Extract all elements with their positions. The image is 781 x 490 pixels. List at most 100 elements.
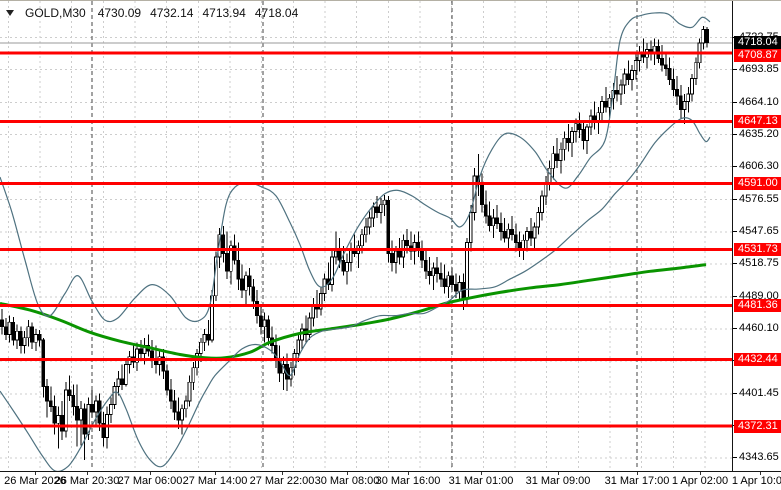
price-axis[interactable]: 4722.754693.854664.104635.204606.304576.…	[732, 1, 781, 471]
price-tick-label: 4547.65	[739, 225, 779, 238]
candle-bear	[251, 286, 256, 302]
time-tick-mark	[35, 472, 36, 475]
candle-bull	[22, 337, 27, 346]
candle-bull	[198, 341, 203, 354]
support-resistance-levels	[0, 51, 732, 428]
candle-bear	[60, 415, 64, 432]
candle-bear	[375, 206, 379, 213]
candle-bear	[480, 184, 484, 206]
price-tick-mark	[733, 231, 737, 233]
candle-bull	[536, 212, 541, 228]
candle-bear	[453, 284, 458, 292]
open-value: 4730.09	[97, 6, 142, 20]
candle-bull	[123, 364, 128, 385]
candle-bull	[63, 389, 68, 432]
price-tick-mark	[733, 263, 737, 265]
candle-bear	[71, 395, 76, 407]
time-axis[interactable]: 26 Mar 2026 26 Mar 20:30 27 Mar 06:00 27 Ma…	[0, 471, 781, 490]
price-tick-mark	[733, 102, 737, 104]
candle-bull	[307, 317, 312, 335]
current-price-badge: 4718.04	[734, 36, 781, 50]
candle-bull	[108, 403, 113, 415]
price-tick-label: 4693.85	[739, 63, 779, 76]
candle-bear	[337, 250, 342, 261]
candle-bear	[581, 128, 586, 141]
candle-bull	[607, 97, 612, 108]
candle-bear	[18, 330, 23, 346]
time-tick-mark	[700, 472, 701, 475]
bollinger-band-line	[0, 117, 711, 471]
candle-bull	[600, 101, 604, 114]
candle-bull	[633, 60, 638, 71]
candle-bear	[82, 408, 87, 435]
candle-bear	[52, 406, 57, 424]
price-tick-mark	[733, 69, 737, 71]
candle-bear	[603, 101, 608, 108]
candle-bull	[570, 131, 574, 144]
price-tick-label: 4606.30	[739, 160, 779, 173]
candle-bull	[371, 206, 376, 219]
candle-bull	[686, 93, 691, 103]
candle-bull	[15, 330, 19, 341]
candle-bear	[206, 334, 211, 341]
candle-bull	[348, 248, 353, 263]
candle-bull	[558, 148, 563, 161]
candle-bear	[498, 223, 503, 232]
time-tick-mark	[760, 472, 761, 475]
candle-bear	[258, 315, 263, 328]
candle-bull	[318, 293, 323, 310]
candle-bull	[618, 84, 623, 95]
candle-bear	[165, 370, 169, 391]
candle-bull	[573, 123, 578, 132]
price-level-badge: 4432.44	[734, 353, 781, 367]
candle-bear	[101, 422, 106, 439]
time-label: 1 Apr 10:00	[731, 475, 781, 487]
price-tick-mark	[733, 393, 737, 395]
candle-bear	[45, 386, 49, 402]
candle-bull	[262, 319, 267, 328]
price-tick-label: 4343.65	[739, 451, 779, 464]
candle-bull	[228, 245, 233, 272]
candle-bear	[566, 137, 571, 144]
price-plot[interactable]	[0, 1, 732, 471]
low-value: 4713.94	[202, 6, 246, 20]
candle-bull	[243, 275, 248, 291]
candle-bear	[255, 300, 259, 317]
candle-bear	[483, 204, 488, 217]
candle-bear	[236, 259, 241, 280]
indicators	[0, 12, 711, 471]
candle-bear	[138, 348, 143, 354]
candle-bull	[701, 29, 706, 44]
candle-bear	[427, 270, 432, 277]
price-tick-mark	[733, 328, 737, 330]
candle-bull	[56, 415, 61, 424]
candle-bear	[660, 57, 664, 66]
candle-bear	[225, 253, 229, 272]
time-tick-mark	[637, 472, 638, 475]
candle-bull	[690, 77, 694, 95]
time-label: 27 Mar 22:00	[249, 475, 315, 487]
chevron-down-icon[interactable]	[6, 10, 14, 16]
candle-bear	[626, 73, 631, 80]
candle-bear	[232, 245, 237, 261]
price-tick-mark	[733, 199, 737, 201]
candle-bear	[438, 273, 443, 280]
time-tick-mark	[150, 472, 151, 475]
candle-bear	[495, 217, 499, 225]
candle-bull	[7, 321, 12, 335]
candle-bull	[562, 137, 567, 150]
candle-bear	[390, 253, 394, 263]
candle-bear	[386, 199, 391, 254]
candle-bear	[3, 326, 8, 335]
candle-bear	[397, 250, 402, 258]
candle-bull	[180, 408, 184, 421]
time-tick-mark	[408, 472, 409, 475]
candle-bull	[33, 334, 38, 343]
day-separators	[91, 1, 638, 469]
candle-bull	[468, 212, 473, 243]
candle-bull	[491, 217, 496, 227]
time-label: 30 Mar 08:00	[314, 475, 380, 487]
candle-bull	[446, 275, 451, 288]
chart-title: GOLD,M30 4730.09 4732.14 4713.94 4718.04	[6, 6, 298, 20]
candle-bear	[678, 95, 683, 110]
